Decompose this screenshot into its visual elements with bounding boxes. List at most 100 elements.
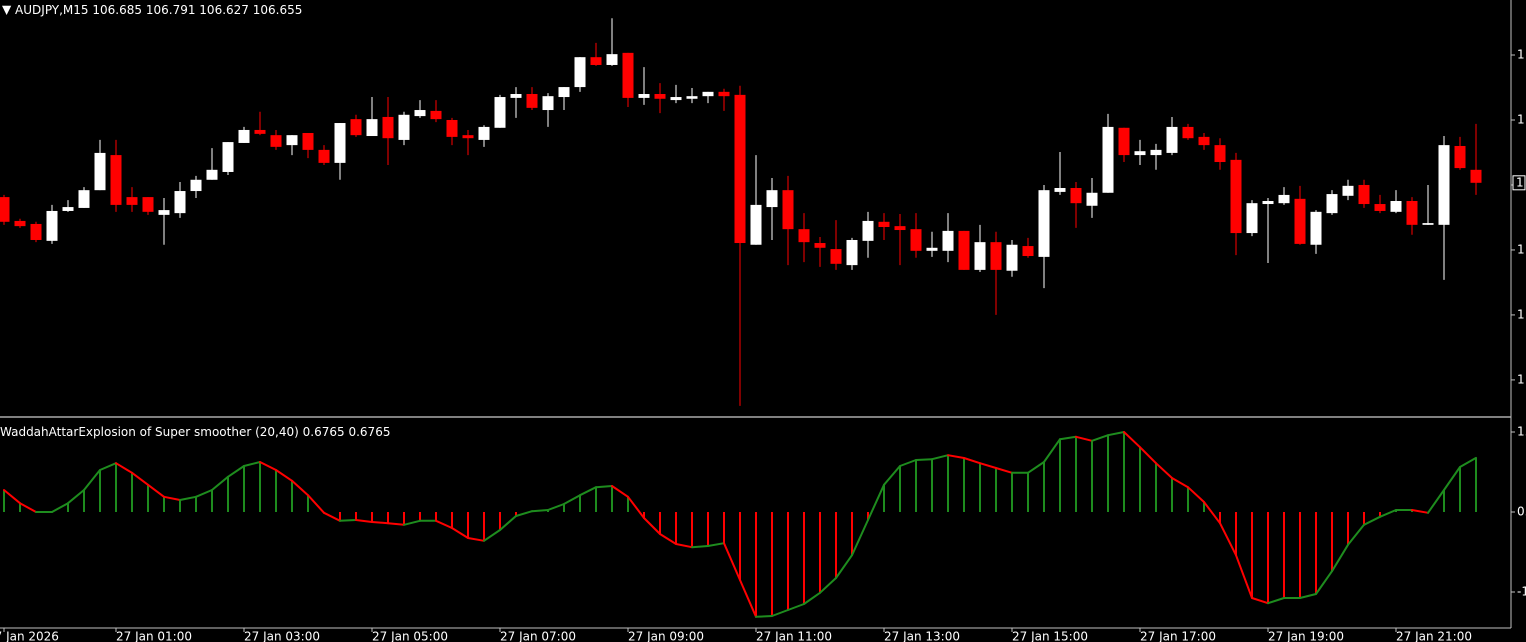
signal-line-segment <box>51 502 69 513</box>
candle-body <box>94 152 106 191</box>
candle-body <box>942 230 954 251</box>
candle-body <box>1150 149 1162 156</box>
signal-line-segment <box>1427 489 1445 514</box>
candle-body <box>1182 126 1194 139</box>
candle-body <box>206 169 218 180</box>
candle-body <box>78 190 90 208</box>
candle-body <box>990 242 1002 270</box>
x-tick-label: 27 Jan 03:00 <box>244 630 320 642</box>
candle-body <box>606 54 618 65</box>
signal-line-segment <box>179 495 197 501</box>
signal-line-segment <box>803 591 821 605</box>
candle-body <box>238 129 250 143</box>
candle-body <box>734 94 746 244</box>
indicator-title: WaddahAttarExplosion of Super smoother (… <box>0 425 299 439</box>
candle-body <box>1070 188 1082 204</box>
candles <box>0 18 1482 406</box>
y-tick-label: 1 <box>1517 48 1525 62</box>
candle-body <box>14 220 26 227</box>
signal-line-segment <box>1267 597 1285 605</box>
signal-line-segment <box>547 503 565 511</box>
signal-line-segment <box>723 542 741 581</box>
x-tick-label: 27 Jan 19:00 <box>1268 630 1344 642</box>
signal-line-segment <box>963 457 981 465</box>
signal-line-segment <box>579 486 597 497</box>
signal-line-segment <box>19 502 37 513</box>
y-tick-label: 1 <box>1517 112 1525 126</box>
x-tick-label: 27 Jan 07:00 <box>500 630 576 642</box>
candle-body <box>318 149 330 163</box>
candle-body <box>30 223 42 240</box>
candle-body <box>1262 201 1274 205</box>
high-value: 106.791 <box>146 3 196 17</box>
x-tick-label: 27 Jan 15:00 <box>1012 630 1088 642</box>
signal-line-segment <box>1043 438 1061 463</box>
candle-body <box>1342 185 1354 196</box>
candle-body <box>878 221 890 227</box>
candle-body <box>1134 151 1146 156</box>
candle-body <box>62 207 74 211</box>
signal-line-segment <box>931 454 949 461</box>
signal-line-segment <box>1203 501 1221 525</box>
candle-body <box>398 114 410 140</box>
last-price-label: 1 <box>1516 175 1524 189</box>
candle-body <box>1006 244 1018 271</box>
signal-line-segment <box>67 489 85 505</box>
signal-line-segment <box>1379 509 1397 518</box>
signal-line-segment <box>1331 543 1349 573</box>
signal-line-segment <box>371 521 389 525</box>
candle-body <box>1406 201 1418 225</box>
signal-line-segment <box>899 459 917 467</box>
signal-line-segment <box>1443 466 1461 491</box>
candle-body <box>1246 203 1258 234</box>
candle-body <box>510 94 522 98</box>
close-value: 106.655 <box>253 3 303 17</box>
candle-body <box>686 96 698 99</box>
candle-body <box>1086 192 1098 206</box>
y-tick-label: 0. <box>1517 505 1526 519</box>
x-tick-label: 27 Jan 17:00 <box>1140 630 1216 642</box>
signal-line-segment <box>563 494 581 505</box>
signal-line-segment <box>1139 446 1157 465</box>
candle-body <box>1374 204 1386 211</box>
signal-line-segment <box>163 495 181 501</box>
candle-body <box>366 119 378 137</box>
signal-line-segment <box>819 577 837 594</box>
candle-body <box>1422 223 1434 225</box>
candle-body <box>670 97 682 101</box>
signal-line-segment <box>835 554 853 579</box>
signal-line-segment <box>1459 456 1477 468</box>
x-tick-label: 27 Jan 05:00 <box>372 630 448 642</box>
x-tick-label: 27 Jan 09:00 <box>628 630 704 642</box>
candle-body <box>1310 211 1322 245</box>
candle-body <box>830 249 842 264</box>
candle-body <box>110 155 122 205</box>
candle-body <box>798 229 810 243</box>
signal-line-segment <box>595 485 613 489</box>
x-tick-label: 27 Jan 11:00 <box>756 630 832 642</box>
candle-body <box>494 97 506 128</box>
signal-line-segment <box>1299 593 1317 599</box>
signal-line-segment <box>515 510 533 517</box>
signal-line-segment <box>131 471 149 486</box>
candle-body <box>1438 145 1450 225</box>
candle-body <box>846 239 858 266</box>
y-tick-label: 1 <box>1517 307 1525 321</box>
candle-body <box>1470 169 1482 183</box>
signal-line-segment <box>1123 431 1141 449</box>
signal-line-segment <box>339 519 357 522</box>
candle-body <box>638 94 650 98</box>
candle-body <box>254 129 266 134</box>
candle-body <box>334 123 346 163</box>
signal-line-segment <box>659 533 677 545</box>
signal-line-segment <box>291 479 309 497</box>
candle-body <box>542 96 554 111</box>
candle-body <box>478 126 490 140</box>
candle-body <box>190 179 202 192</box>
candle-body <box>126 197 138 205</box>
x-tick-label: 27 Jan 13:00 <box>884 630 960 642</box>
signal-line-segment <box>1187 486 1205 503</box>
last-price-box <box>1512 175 1526 191</box>
